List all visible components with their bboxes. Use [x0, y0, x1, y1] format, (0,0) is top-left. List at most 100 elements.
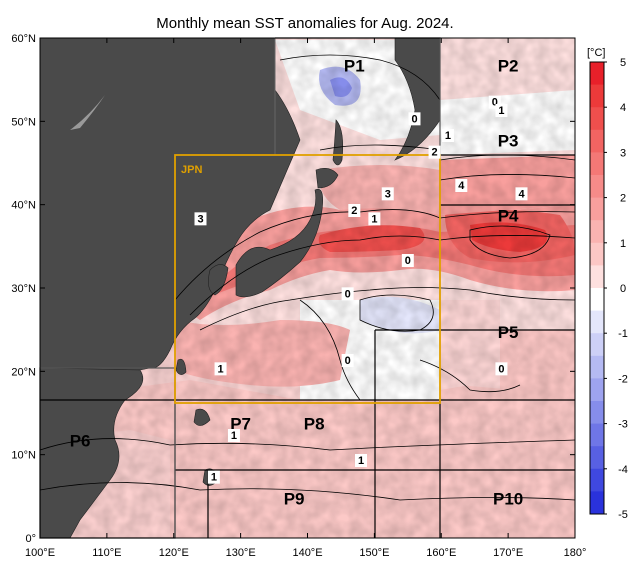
region-label-p8: P8 [304, 415, 325, 434]
contour-label-bg [381, 187, 394, 201]
map-area [40, 38, 575, 538]
region-label-p2: P2 [498, 56, 519, 75]
contour-label-bg [515, 187, 528, 201]
contour-label-bg [341, 354, 354, 367]
colorbar-tick-label: -3 [618, 419, 628, 431]
colorbar-segment [590, 107, 604, 131]
colorbar-tick-label: -2 [618, 373, 628, 385]
lon-label: 100°E [25, 547, 55, 559]
contour-label: 0 [411, 113, 417, 125]
colorbar-segment [590, 265, 604, 289]
region-label-p9: P9 [284, 490, 305, 509]
colorbar-segment [590, 288, 604, 312]
contour-label-bg [227, 429, 240, 442]
colorbar-segment [590, 62, 604, 86]
colorbar-segment [590, 423, 604, 447]
contour-label: 1 [211, 472, 217, 484]
lat-label: 20°N [11, 366, 36, 378]
region-label-p3: P3 [498, 131, 519, 150]
contour-label: 0 [345, 355, 351, 367]
contour-label-bg [455, 179, 468, 192]
colorbar-segment [590, 220, 604, 244]
contour-lines [40, 54, 575, 501]
colorbar-tick-label: 3 [620, 147, 626, 159]
colorbar-tick-label: -4 [618, 464, 628, 476]
contour-label-bg [348, 204, 361, 217]
region-label-p6: P6 [70, 431, 91, 450]
region-label-p1: P1 [344, 56, 365, 75]
colorbar-segment [590, 129, 604, 153]
colorbar-segment [590, 152, 604, 176]
colorbar-segment [590, 333, 604, 357]
lat-label: 50°N [11, 116, 36, 128]
contour-label: 0 [345, 288, 351, 300]
contour-label-bg [355, 454, 367, 467]
contour-label-bg [441, 129, 454, 142]
colorbar-segment [590, 378, 604, 402]
region-labels: P1 P2 P3 P4 P5 P6 P7 P8 P9 P10 [70, 56, 524, 508]
lat-label: 30°N [11, 283, 36, 295]
contour-label: 3 [385, 188, 391, 200]
lon-label: 170°E [493, 547, 523, 559]
land-masses [40, 38, 441, 538]
contour-label: 0 [492, 97, 498, 109]
contour-label: 2 [432, 147, 438, 159]
contour-label-bg [194, 212, 207, 226]
contour-label: 3 [197, 213, 203, 225]
region-label-p4: P4 [498, 206, 519, 225]
colorbar-segment [590, 468, 604, 492]
lon-label: 120°E [159, 547, 189, 559]
colorbar-tick-label: 2 [620, 193, 626, 205]
contour-label: 4 [458, 180, 465, 192]
region-label-p10: P10 [493, 490, 523, 509]
lon-label: 130°E [226, 547, 256, 559]
lat-label: 10°N [11, 450, 36, 462]
contour-label-bg [495, 104, 508, 117]
region-label-p7: P7 [230, 415, 251, 434]
contour-label: 2 [351, 205, 357, 217]
axis-labels: 100°E 110°E 120°E 130°E 140°E 150°E 160°E 170°E… [11, 33, 586, 559]
contour-label-bg [214, 362, 227, 376]
colorbar-tick-label: 1 [620, 238, 626, 250]
axis-ticks [39, 37, 576, 539]
contour-label-bg [368, 212, 381, 226]
colorbar-segment [590, 446, 604, 470]
contour-label: 0 [498, 363, 504, 375]
colorbar-tick-label: -1 [618, 328, 628, 340]
contour-label-bg [428, 145, 441, 159]
lat-label: 60°N [11, 33, 36, 45]
contour-label: 1 [231, 430, 237, 442]
lon-label: 150°E [359, 547, 389, 559]
colorbar: [°C] 5 4 3 2 1 0 -1 -2 -3 -4 -5 [587, 47, 628, 521]
contour-label: 1 [445, 130, 451, 142]
lon-label: 160°E [426, 547, 456, 559]
contour-label: 1 [498, 105, 504, 117]
region-label-p5: P5 [498, 323, 519, 342]
colorbar-segment [590, 355, 604, 379]
contour-label: 1 [358, 455, 364, 467]
colorbar-tick-label: 5 [620, 57, 626, 69]
contour-label: 1 [218, 363, 224, 375]
colorbar-segment [590, 401, 604, 425]
contour-label: 4 [518, 188, 525, 200]
colorbar-segment [590, 310, 604, 334]
colorbar-segment [590, 175, 604, 199]
contour-label: 0 [405, 255, 411, 267]
lon-label: 140°E [292, 547, 322, 559]
colorbar-tick-label: 0 [620, 283, 626, 295]
colorbar-segment [590, 242, 604, 266]
jpn-highlight-box [174, 154, 441, 404]
lon-label: 180° [564, 547, 587, 559]
map-title: Monthly mean SST anomalies for Aug. 2024… [156, 15, 453, 32]
lat-label: 40°N [11, 200, 36, 212]
colorbar-segment [590, 84, 604, 108]
colorbar-tick-label: -5 [618, 509, 628, 521]
lon-label: 110°E [92, 547, 121, 559]
contour-label-bg [341, 287, 354, 301]
contour-label-bg [495, 362, 508, 376]
contour-label-bg [207, 470, 220, 484]
colorbar-unit: [°C] [587, 47, 605, 59]
colorbar-segment [590, 491, 604, 515]
